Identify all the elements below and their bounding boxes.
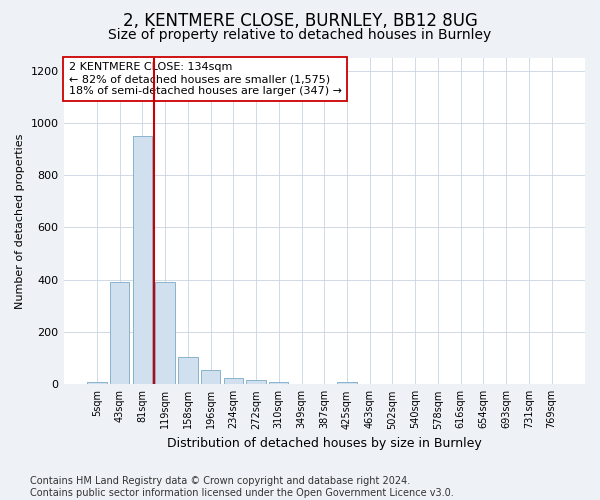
Bar <box>110 282 130 385</box>
Text: Contains HM Land Registry data © Crown copyright and database right 2024.
Contai: Contains HM Land Registry data © Crown c… <box>30 476 454 498</box>
Text: 2, KENTMERE CLOSE, BURNLEY, BB12 8UG: 2, KENTMERE CLOSE, BURNLEY, BB12 8UG <box>122 12 478 30</box>
X-axis label: Distribution of detached houses by size in Burnley: Distribution of detached houses by size … <box>167 437 482 450</box>
Text: Size of property relative to detached houses in Burnley: Size of property relative to detached ho… <box>109 28 491 42</box>
Bar <box>247 380 266 384</box>
Bar <box>337 382 356 384</box>
Bar <box>133 136 152 384</box>
Y-axis label: Number of detached properties: Number of detached properties <box>15 133 25 308</box>
Bar <box>224 378 243 384</box>
Bar <box>269 382 289 384</box>
Bar <box>178 357 197 384</box>
Bar <box>87 382 107 384</box>
Text: 2 KENTMERE CLOSE: 134sqm
← 82% of detached houses are smaller (1,575)
18% of sem: 2 KENTMERE CLOSE: 134sqm ← 82% of detach… <box>69 62 342 96</box>
Bar <box>201 370 220 384</box>
Bar <box>155 282 175 384</box>
